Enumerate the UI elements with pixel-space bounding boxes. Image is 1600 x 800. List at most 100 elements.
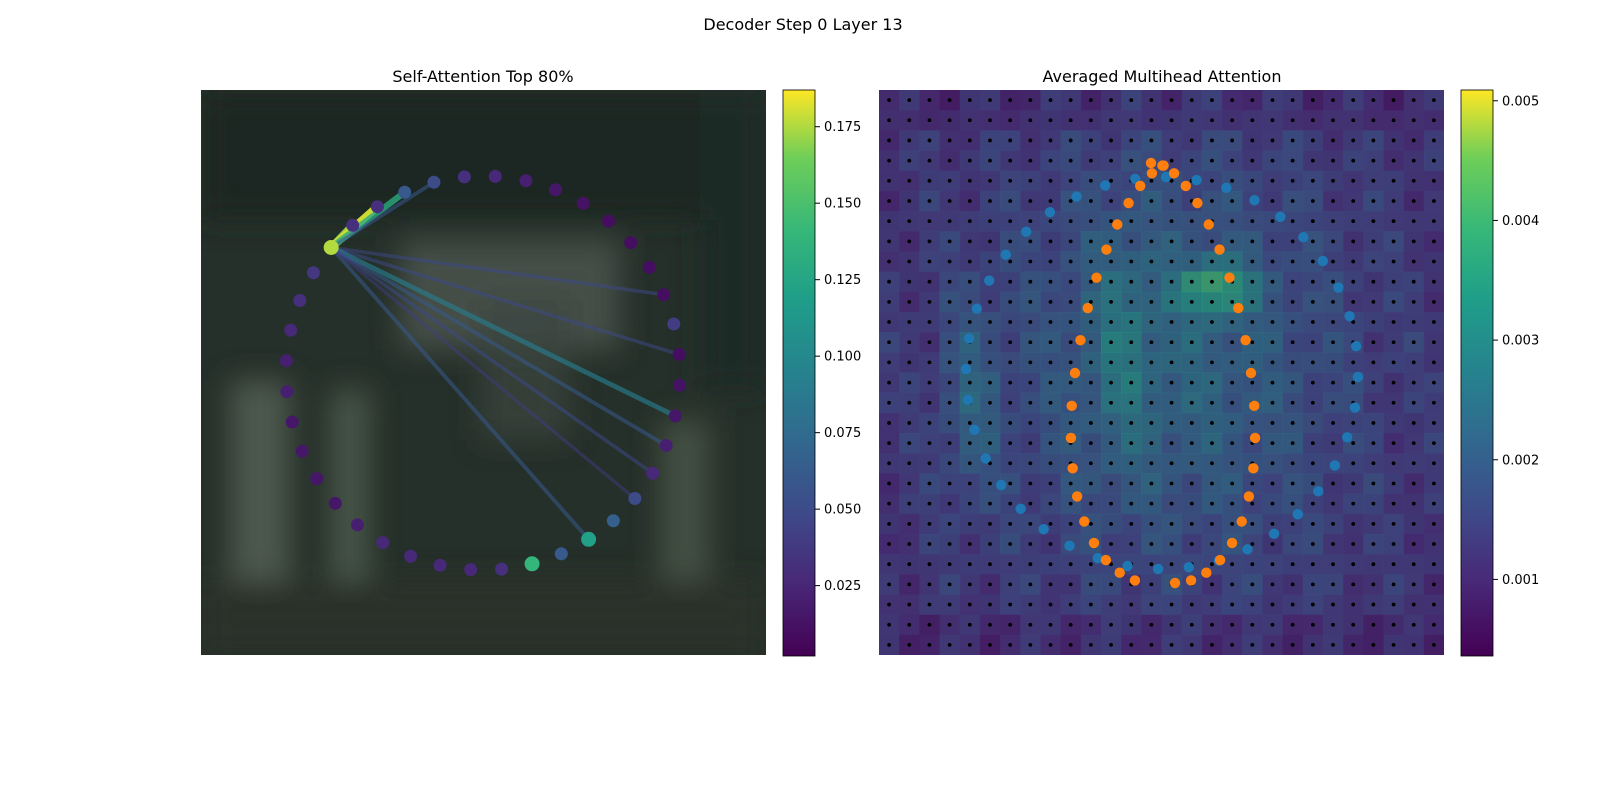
grid-dot: [1391, 259, 1396, 264]
query-point: [279, 354, 293, 368]
query-point: [280, 385, 294, 399]
orange-point: [1101, 244, 1112, 255]
grid-dot: [1230, 441, 1235, 446]
grid-dot: [927, 421, 932, 425]
grid-dot: [1250, 562, 1255, 567]
grid-dot: [1351, 501, 1356, 506]
blue-point: [1044, 206, 1056, 218]
grid-dot: [1371, 461, 1376, 466]
grid-dot: [1008, 138, 1013, 143]
grid-dot: [907, 643, 912, 647]
orange-point: [1201, 567, 1212, 578]
grid-dot: [947, 360, 952, 365]
orange-point: [1249, 432, 1261, 444]
grid-dot: [1149, 219, 1154, 224]
grid-dot: [1149, 542, 1154, 546]
grid-dot: [1109, 320, 1113, 324]
grid-dot: [1028, 138, 1033, 143]
grid-dot: [1310, 199, 1315, 203]
blue-point: [1071, 191, 1082, 202]
grid-dot: [1169, 501, 1174, 506]
grid-dot: [887, 461, 891, 466]
grid-dot: [1109, 178, 1113, 183]
grid-dot: [1210, 98, 1214, 102]
grid-dot: [1250, 421, 1255, 425]
grid-dot: [907, 582, 912, 587]
query-points: [279, 169, 687, 577]
grid-dot: [1290, 602, 1295, 607]
grid-dot: [1028, 400, 1033, 405]
grid-dot: [1351, 158, 1356, 163]
grid-dot: [1331, 481, 1335, 486]
grid-dot: [1331, 521, 1335, 526]
grid-dot: [1169, 643, 1174, 647]
grid-dot: [1391, 279, 1396, 284]
orange-point: [1100, 554, 1112, 566]
grid-dot: [1028, 582, 1033, 587]
grid-dot: [927, 643, 932, 647]
grid-dot: [1048, 380, 1053, 385]
grid-dot: [1331, 320, 1335, 324]
orange-point: [1214, 554, 1226, 566]
grid-dot: [1270, 279, 1275, 284]
grid-dot: [1351, 299, 1356, 304]
orange-point: [1123, 197, 1134, 209]
grid-dot: [1068, 178, 1073, 183]
grid-dot: [1068, 380, 1073, 385]
grid-dot: [988, 562, 992, 567]
grid-dot: [1068, 582, 1073, 587]
blue-point: [1152, 563, 1164, 575]
grid-dot: [1310, 279, 1315, 284]
query-point: [524, 556, 540, 572]
grid-dot: [1351, 259, 1356, 264]
grid-dot: [1189, 643, 1194, 647]
grid-dot: [1129, 521, 1134, 526]
blue-point: [1183, 561, 1194, 573]
grid-dot: [1189, 219, 1194, 224]
grid-dot: [1432, 380, 1436, 385]
grid-dot: [1048, 178, 1053, 183]
grid-dot: [1371, 138, 1376, 143]
grid-dot: [1028, 118, 1033, 123]
query-point: [668, 409, 682, 423]
grid-dot: [1290, 239, 1295, 244]
grid-dot: [907, 158, 912, 163]
blue-point: [1064, 540, 1075, 552]
grid-dot: [1310, 461, 1315, 466]
grid-dot: [967, 441, 972, 446]
grid-dot: [1048, 239, 1053, 244]
blue-point: [1122, 560, 1133, 572]
grid-dot: [1290, 98, 1295, 102]
right-colorbar: 0.001 0.002 0.003 0.004 0.005: [1460, 89, 1539, 657]
blue-point: [1329, 460, 1341, 471]
grid-dot: [1331, 199, 1335, 203]
grid-dot: [1432, 501, 1436, 506]
grid-dot: [1149, 521, 1154, 526]
grid-dot: [1310, 320, 1315, 324]
grid-dot: [967, 542, 972, 546]
grid-dot: [1250, 501, 1255, 506]
grid-dot: [1310, 481, 1315, 486]
grid-dot: [1149, 259, 1154, 264]
grid-dot: [1310, 299, 1315, 304]
grid-dot: [1310, 380, 1315, 385]
query-point: [488, 169, 502, 183]
grid-dot: [1169, 602, 1174, 607]
attention-edge: [329, 245, 666, 297]
grid-dot: [1411, 501, 1416, 506]
grid-dot: [1290, 299, 1295, 304]
grid-dot: [1270, 582, 1275, 587]
grid-dot: [967, 158, 972, 163]
grid-dot: [1088, 602, 1093, 607]
grid-dot: [1230, 178, 1235, 183]
grid-dot: [1411, 340, 1416, 345]
query-point: [554, 547, 568, 561]
grid-dot: [1169, 219, 1174, 224]
grid-dot: [1432, 199, 1436, 203]
grid-dot: [1290, 320, 1295, 324]
grid-dot: [1391, 481, 1396, 486]
query-point: [624, 236, 638, 250]
grid-dot: [1331, 118, 1335, 123]
grid-dot: [1210, 239, 1214, 244]
grid-dot: [967, 279, 972, 284]
